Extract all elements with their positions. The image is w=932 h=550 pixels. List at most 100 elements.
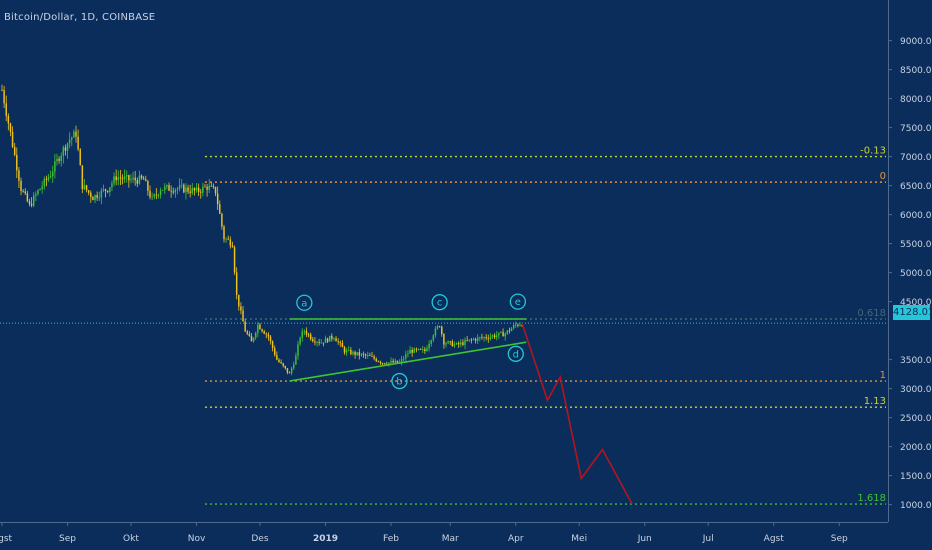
candle-body: [138, 175, 141, 184]
candle-body: [267, 334, 270, 337]
candle-body: [18, 170, 20, 181]
candle-body: [271, 341, 274, 349]
candle-body: [121, 178, 124, 180]
candle-body: [164, 186, 166, 190]
candle-body: [187, 187, 189, 192]
candle-body: [388, 362, 390, 365]
candle-body: [350, 349, 352, 355]
candle-body: [293, 364, 295, 369]
wave-label-circle: [509, 293, 527, 310]
candle-body: [246, 331, 248, 334]
candle-body: [504, 333, 506, 337]
candle-body: [320, 342, 322, 344]
candle-body: [235, 272, 238, 295]
candle-body: [189, 191, 191, 193]
fib-level-label: 0.618: [857, 308, 886, 319]
candle-body: [508, 330, 511, 332]
candle-body: [356, 352, 358, 355]
y-tick-label: 7000.00: [900, 153, 932, 163]
candle-body: [126, 175, 128, 177]
candle-body: [96, 194, 98, 198]
candle-body: [231, 245, 234, 248]
candle-body: [288, 372, 291, 374]
candle-body: [195, 187, 198, 191]
candle-body: [87, 190, 90, 193]
candle-body: [483, 337, 485, 338]
fib-level-label: 1.618: [857, 493, 886, 504]
candle-body: [438, 326, 441, 328]
y-tick-label: 7500.00: [900, 124, 932, 134]
candle-body: [140, 175, 143, 179]
candle-body: [71, 137, 73, 140]
candle-body: [28, 201, 31, 204]
candle-body: [219, 204, 221, 214]
candle-body: [168, 185, 170, 191]
candle-body: [30, 203, 33, 206]
candle-body: [11, 131, 14, 147]
candle-body: [390, 361, 392, 363]
candle-body: [214, 187, 217, 194]
wave-label-e: e: [515, 297, 521, 308]
candle-body: [227, 238, 229, 240]
candle-body: [468, 339, 470, 341]
candle-body: [208, 185, 210, 190]
candle-body: [295, 355, 297, 365]
candle-body: [424, 349, 426, 352]
candle-body: [32, 195, 35, 206]
candle-body: [299, 337, 301, 345]
candle-body: [500, 331, 502, 333]
candle-body: [426, 348, 428, 352]
candle-body: [432, 335, 435, 341]
candle-body: [396, 360, 399, 363]
candle-body: [352, 351, 354, 355]
candle-body: [225, 238, 227, 240]
candle-body: [9, 123, 12, 132]
candle-body: [381, 363, 384, 364]
candle-body: [238, 294, 240, 307]
candle-body: [375, 358, 377, 362]
wave-label-a: a: [301, 298, 307, 309]
candle-body: [261, 329, 263, 332]
candle-body: [496, 335, 498, 338]
candle-body: [462, 342, 464, 345]
candle-body: [322, 342, 325, 344]
candle-body: [145, 179, 147, 182]
candle-body: [210, 185, 213, 187]
candle-body: [411, 349, 413, 353]
candle-body: [13, 146, 16, 155]
current-price-tag: 4128.01: [893, 305, 932, 320]
fib-level-label: 1: [880, 370, 886, 381]
x-tick-label: Agst: [0, 534, 13, 544]
wave-label-circle: [391, 372, 408, 390]
candle-body: [479, 337, 481, 339]
candle-body: [47, 177, 50, 180]
candle-body: [206, 186, 208, 190]
candle-body: [1, 89, 3, 91]
candle-body: [49, 176, 52, 178]
candle-body: [7, 115, 10, 124]
candle-body: [436, 326, 439, 329]
candle-body: [324, 338, 327, 344]
wave-label-b: b: [396, 377, 402, 388]
candle-body: [100, 190, 103, 198]
y-tick-label: 4500.00: [900, 298, 932, 308]
candle-body: [147, 181, 149, 191]
candle-body: [43, 178, 46, 187]
candle-body: [331, 335, 333, 339]
candle-body: [109, 187, 111, 192]
candle-body: [360, 353, 363, 356]
candle-body: [197, 187, 200, 192]
x-tick-label: Agst: [764, 534, 785, 544]
candle-body: [3, 89, 5, 104]
candle-body: [316, 341, 318, 343]
candle-body: [128, 175, 130, 181]
candle-body: [157, 194, 160, 196]
candle-body: [364, 354, 367, 356]
candle-body: [204, 186, 206, 188]
candle-body: [314, 341, 316, 343]
candle-body: [460, 342, 462, 345]
y-tick-label: 1500.00: [900, 472, 932, 482]
candle-body: [155, 194, 158, 196]
y-tick-label: 6500.00: [900, 182, 932, 192]
candle-body: [151, 196, 153, 198]
